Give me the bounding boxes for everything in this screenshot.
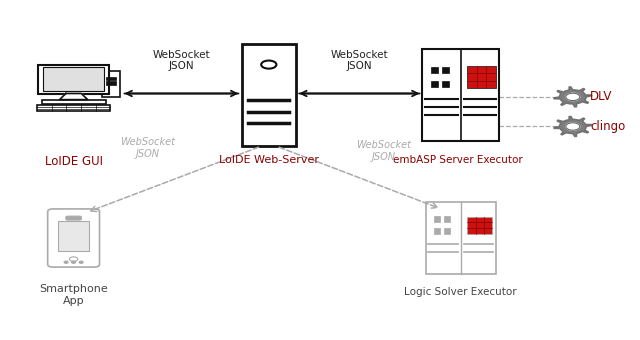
Text: WebSocket
JSON: WebSocket JSON bbox=[152, 50, 211, 71]
Bar bbox=[242, 44, 296, 146]
Text: DLV: DLV bbox=[590, 90, 612, 103]
Polygon shape bbox=[554, 116, 592, 137]
Bar bbox=[434, 228, 440, 234]
Bar bbox=[442, 81, 449, 87]
Polygon shape bbox=[60, 94, 88, 100]
Bar bbox=[102, 71, 120, 97]
FancyBboxPatch shape bbox=[66, 216, 81, 220]
Bar bbox=[42, 100, 106, 104]
Circle shape bbox=[566, 123, 580, 130]
Bar bbox=[106, 76, 116, 80]
Bar bbox=[43, 67, 104, 91]
Text: WebSocket
JSON: WebSocket JSON bbox=[330, 50, 388, 71]
Text: WebSocket
JSON: WebSocket JSON bbox=[120, 137, 175, 159]
Circle shape bbox=[566, 93, 580, 101]
Bar bbox=[37, 105, 111, 111]
Bar bbox=[467, 217, 492, 234]
Bar bbox=[426, 202, 496, 274]
Circle shape bbox=[72, 261, 76, 263]
Text: WebSocket
JSON: WebSocket JSON bbox=[356, 140, 412, 162]
Bar bbox=[431, 81, 438, 87]
Bar bbox=[434, 216, 440, 222]
Bar bbox=[38, 65, 109, 94]
Bar bbox=[467, 66, 496, 88]
FancyBboxPatch shape bbox=[48, 209, 100, 267]
Bar bbox=[444, 228, 450, 234]
Text: LoIDE GUI: LoIDE GUI bbox=[45, 155, 102, 168]
Bar bbox=[106, 81, 116, 85]
Text: Logic Solver Executor: Logic Solver Executor bbox=[404, 287, 517, 297]
Bar bbox=[444, 216, 450, 222]
Circle shape bbox=[69, 257, 78, 261]
Circle shape bbox=[261, 61, 276, 69]
Bar bbox=[58, 221, 89, 251]
Bar bbox=[442, 67, 449, 73]
Text: Smartphone
App: Smartphone App bbox=[39, 284, 108, 306]
Circle shape bbox=[64, 261, 68, 263]
Bar bbox=[422, 49, 499, 141]
Circle shape bbox=[79, 261, 83, 263]
Text: embASP Server Executor: embASP Server Executor bbox=[393, 155, 522, 165]
Text: LoIDE Web-Server: LoIDE Web-Server bbox=[219, 155, 319, 165]
Text: clingo: clingo bbox=[590, 120, 625, 133]
Bar bbox=[431, 67, 438, 73]
Polygon shape bbox=[554, 87, 592, 107]
